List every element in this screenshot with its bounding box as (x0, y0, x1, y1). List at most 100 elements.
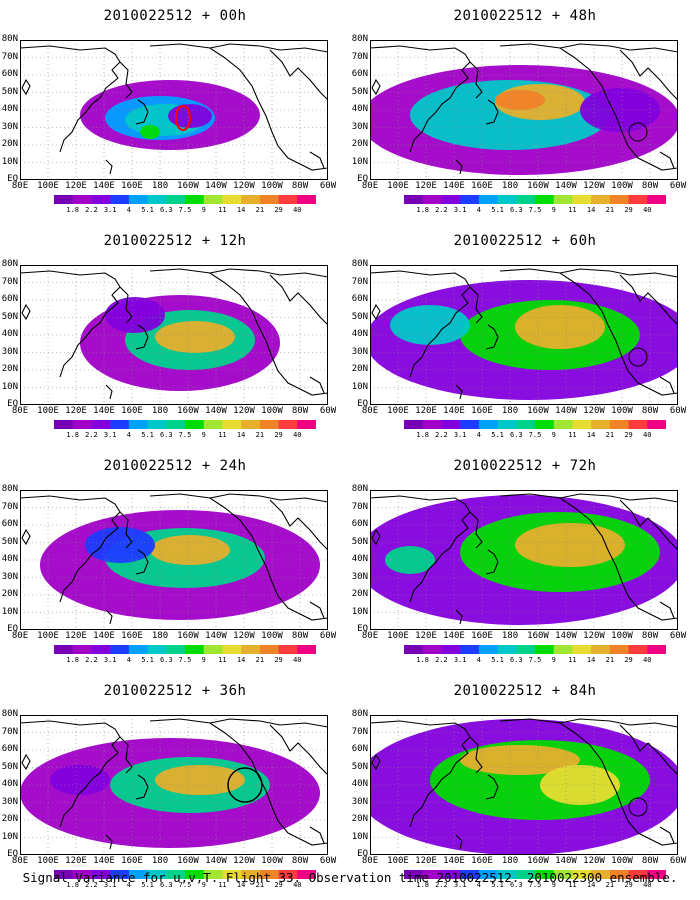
observation-marker (628, 797, 648, 817)
lat-tick-label: 20N (351, 139, 368, 149)
lon-tick-label: 100E (37, 631, 59, 641)
colorbar-swatch (91, 420, 111, 429)
coastline (20, 493, 328, 625)
colorbar-swatch (460, 195, 480, 204)
lat-tick-label: 60N (1, 69, 18, 79)
colorbar-swatch (203, 870, 223, 879)
colorbar-label: 11 (218, 881, 227, 889)
colorbar-swatch (572, 195, 592, 204)
colorbar-swatch (54, 870, 74, 879)
colorbar-label: 29 (624, 431, 633, 439)
lat-tick-label: 60N (351, 744, 368, 754)
colorbar-label: 40 (643, 431, 652, 439)
lat-tick-label: 50N (1, 311, 18, 322)
colorbar-swatch (203, 195, 223, 204)
lon-tick-label: 180 (501, 631, 519, 641)
variance-map (20, 40, 328, 180)
lat-tick-label: EQ (7, 624, 18, 634)
colorbar-swatch (628, 195, 648, 204)
lon-tick-label: 100W (261, 631, 283, 641)
colorbar-label: 4 (126, 656, 131, 664)
colorbar-label: 3.1 (453, 656, 467, 664)
variance-region (540, 765, 620, 805)
colorbar-swatch (404, 870, 424, 879)
colorbar-swatch (647, 420, 666, 429)
coastline (20, 43, 328, 175)
lat-tick-label: 40N (351, 104, 368, 114)
colorbar-label: 9 (551, 881, 556, 889)
colorbar-swatch (259, 870, 280, 879)
lon-tick-label: 160E (121, 406, 143, 416)
colorbar-swatch (404, 645, 424, 654)
lon-tick-label: 180 (151, 856, 169, 866)
colorbar-swatch (647, 195, 666, 204)
lat-tick-label: EQ (357, 624, 368, 634)
lon-tick-label: 100E (37, 856, 59, 866)
lon-tick-label: 80W (291, 856, 309, 866)
lon-tick-label: 160W (177, 631, 199, 641)
colorbar-swatch (404, 420, 424, 429)
colorbar-swatch (460, 870, 480, 879)
colorbar-swatch (297, 645, 316, 654)
colorbar-label: 9 (551, 656, 556, 664)
lon-tick-label: 140E (93, 856, 115, 866)
colorbar-label: 7.5 (178, 431, 192, 439)
colorbar-label: 4 (476, 881, 481, 889)
coastline (370, 493, 678, 625)
lat-tick-label: 50N (351, 761, 368, 772)
lat-tick-label: 30N (1, 121, 18, 132)
colorbar-swatch (278, 645, 298, 654)
colorbar-label: 40 (643, 656, 652, 664)
colorbar-label: 3.1 (103, 206, 117, 214)
colorbar-label: 4 (126, 206, 131, 214)
lat-tick-label: 40N (1, 104, 18, 114)
lat-tick-label: 60N (351, 519, 368, 529)
colorbar-swatch (128, 420, 149, 429)
colorbar-label: 29 (274, 881, 283, 889)
colorbar-swatch (628, 645, 648, 654)
colorbar-label: 14 (586, 881, 596, 889)
colorbar-swatch (222, 195, 242, 204)
colorbar-swatch (422, 420, 442, 429)
colorbar-label: 2.2 (435, 656, 448, 664)
colorbar-label: 1.8 (66, 881, 80, 889)
colorbar-swatch (422, 645, 442, 654)
lon-tick-label: 160W (177, 406, 199, 416)
colorbar-label: 3.1 (103, 881, 117, 889)
colorbar-swatch (591, 870, 611, 879)
colorbar-label: 11 (568, 431, 577, 439)
lat-tick-label: 70N (1, 276, 18, 287)
lat-tick-label: EQ (7, 174, 18, 184)
colorbar (54, 420, 316, 429)
colorbar-label: 5.1 (141, 431, 154, 439)
lat-tick-label: 30N (1, 571, 18, 582)
variance-region (155, 321, 235, 353)
colorbar-swatch (572, 420, 592, 429)
lon-tick-label: 140E (93, 631, 115, 641)
colorbar-swatch (147, 420, 167, 429)
coastline (370, 43, 678, 175)
lat-tick-label: 30N (1, 346, 18, 357)
colorbar-swatch (422, 195, 442, 204)
map-panel: 2010022512 + 60h 80N 70N 60N 50N 40N 30N 20N 10N… (350, 225, 700, 447)
colorbar-label: 7.5 (528, 881, 542, 889)
lat-tick-label: 50N (351, 536, 368, 547)
colorbar-label: 14 (236, 656, 246, 664)
lon-tick-label: 180 (151, 406, 169, 416)
colorbar-label: 1.8 (66, 431, 80, 439)
lat-tick-label: 20N (351, 364, 368, 374)
variance-region (85, 527, 155, 563)
colorbar-swatch (185, 870, 205, 879)
lon-tick-label: 160W (527, 856, 549, 866)
lon-tick-label: 140W (205, 631, 227, 641)
colorbar-swatch (609, 195, 630, 204)
colorbar-label: 9 (551, 431, 556, 439)
colorbar-swatch (535, 420, 555, 429)
colorbar-label: 1.8 (416, 656, 430, 664)
colorbar-label: 14 (586, 431, 596, 439)
lon-tick-label: 80E (361, 181, 379, 191)
lon-tick-label: 60W (319, 406, 337, 416)
colorbar-swatch (222, 420, 242, 429)
lat-tick-label: 50N (1, 86, 18, 97)
colorbar-label: 3.1 (103, 431, 117, 439)
